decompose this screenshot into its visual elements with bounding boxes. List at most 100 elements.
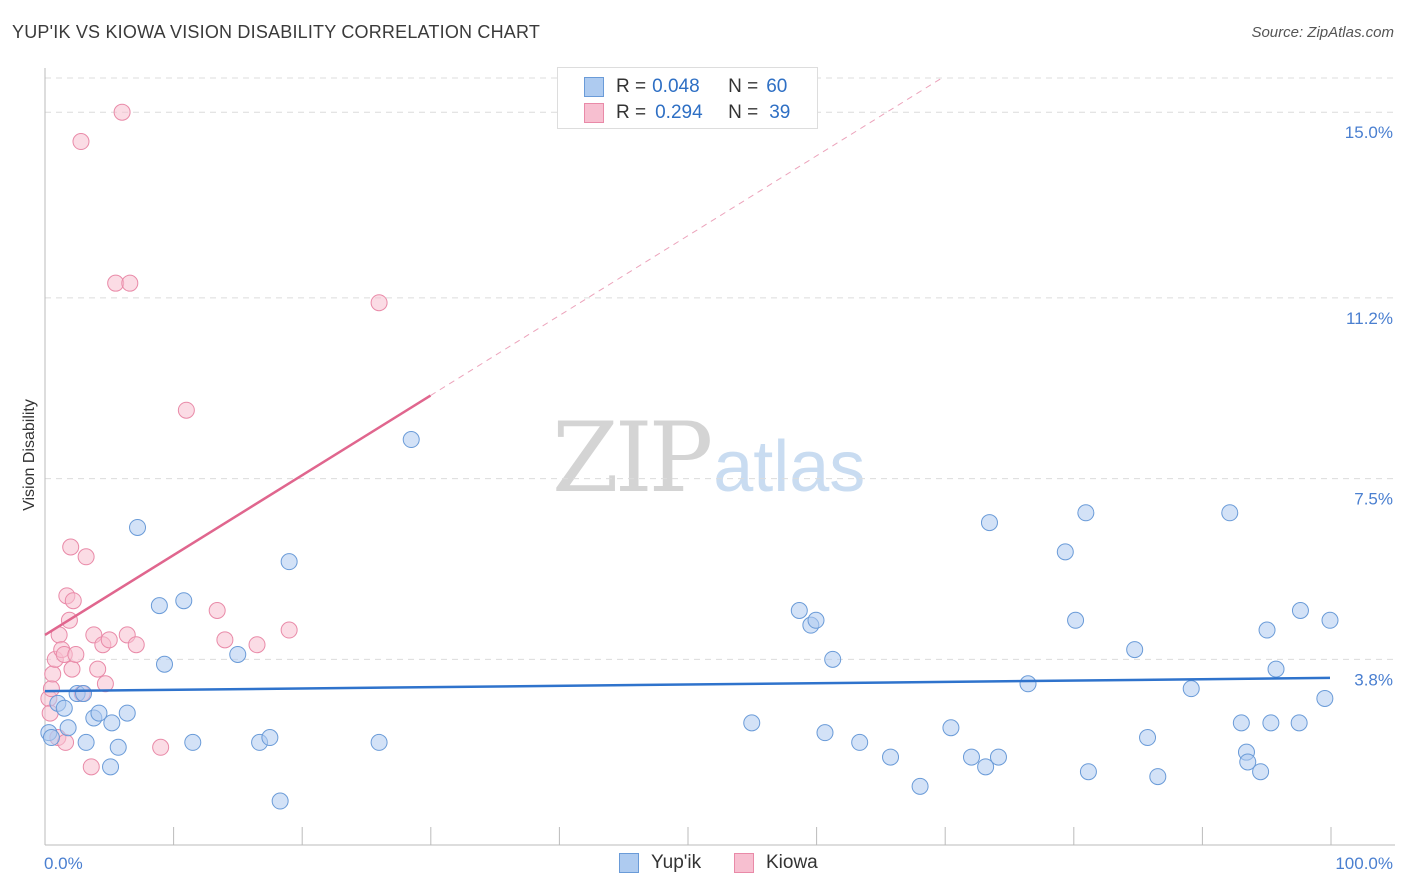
yupik-point [1262,714,1280,732]
yupik-point [184,733,202,751]
yupik-point [1019,675,1037,693]
yupik-point [824,650,842,668]
yupik-point [1056,543,1074,561]
legend-swatch-kiowa [584,103,604,123]
kiowa-point [100,631,118,649]
yupik-point [1291,602,1309,620]
kiowa-point [113,103,131,121]
legend-n-value: 39 [769,102,791,123]
yupik-point [851,733,869,751]
kiowa-point [280,621,298,639]
series-label-yupik: Yup'ik [651,852,702,873]
legend-r-label: R = [616,102,647,123]
yupik-point [1290,714,1308,732]
legend-r-value: 0.294 [655,102,703,123]
yupik-point [1139,729,1157,747]
yupik-point [150,597,168,615]
yupik-point [90,704,108,722]
kiowa-point [62,538,80,556]
series-swatch-yupik [619,853,639,873]
yupik-point [261,729,279,747]
yupik-point [402,431,420,449]
kiowa-point [96,675,114,693]
yupik-point [370,733,388,751]
legend-n-value: 60 [766,76,788,97]
series-swatch-kiowa [734,853,754,873]
yupik-point [129,518,147,536]
yupik-point [75,685,93,703]
y-tick-label: 3.8% [1354,670,1393,689]
legend-row-kiowa: R = 0.294 N = 39 [584,101,790,125]
stats-legend: R = 0.048 N = 60 R = 0.294 N = 39 [557,67,818,129]
x-tick-label: 100.0% [1335,854,1393,873]
yupik-point [1149,768,1167,786]
kiowa-point [63,660,81,678]
yupik-point [1221,504,1239,522]
yupik-point [1239,753,1257,771]
yupik-point [280,553,298,571]
yupik-point [229,645,247,663]
watermark: ZIPatlas [552,402,865,514]
yupik-point [1067,611,1085,629]
yupik-point [175,592,193,610]
yupik-point [42,729,60,747]
kiowa-point [64,592,82,610]
kiowa-point [57,733,75,751]
yupik-point [962,748,980,766]
yupik-point [109,738,127,756]
yupik-point [882,748,900,766]
legend-r-value: 0.048 [652,76,700,97]
yupik-point [1267,660,1285,678]
kiowa-point [44,665,62,683]
yupik-point [1252,763,1270,781]
yupik-point [911,777,929,795]
yupik-point [103,714,121,732]
chart-title: YUP'IK VS KIOWA VISION DISABILITY CORREL… [12,22,541,42]
x-tick-label: 0.0% [44,854,83,873]
yupik-point [55,699,73,717]
kiowa-point [72,133,90,151]
yupik-point [942,719,960,737]
kiowa-point [89,660,107,678]
legend-r-label: R = [616,76,647,97]
kiowa-point [67,645,85,663]
yupik-point [1232,714,1250,732]
kiowa-point [77,548,95,566]
yupik-point [989,748,1007,766]
kiowa-trendline [44,394,432,636]
y-axis-label: Vision Disability [21,399,38,511]
kiowa-point [82,758,100,776]
yupik-point [807,611,825,629]
kiowa-point [370,294,388,312]
kiowa-point [42,680,60,698]
series-legend-kiowa[interactable]: Kiowa [734,852,818,874]
series-legend-yupik[interactable]: Yup'ik [619,852,701,874]
yupik-point [271,792,289,810]
yupik-point [743,714,761,732]
watermark-zip: ZIP [552,402,713,514]
kiowa-trendline-extension [430,77,943,396]
y-tick-label: 7.5% [1354,490,1393,509]
y-tick-label: 11.2% [1346,309,1393,328]
yupik-point [77,733,95,751]
yupik-point [156,655,174,673]
yupik-point [118,704,136,722]
kiowa-point [177,401,195,419]
kiowa-point [107,274,125,292]
yupik-point [977,758,995,776]
yupik-trendline [44,676,1331,693]
yupik-point [1079,763,1097,781]
legend-n-label: N = [728,76,759,97]
series-label-kiowa: Kiowa [766,852,818,873]
kiowa-point [216,631,234,649]
legend-n-label: N = [728,102,759,123]
source-label: Source: ZipAtlas.com [1251,24,1394,41]
kiowa-point [127,636,145,654]
kiowa-point [121,274,139,292]
yupik-point [1077,504,1095,522]
yupik-point [980,514,998,532]
watermark-atlas: atlas [713,427,866,507]
yupik-point [1316,689,1334,707]
yupik-point [1258,621,1276,639]
